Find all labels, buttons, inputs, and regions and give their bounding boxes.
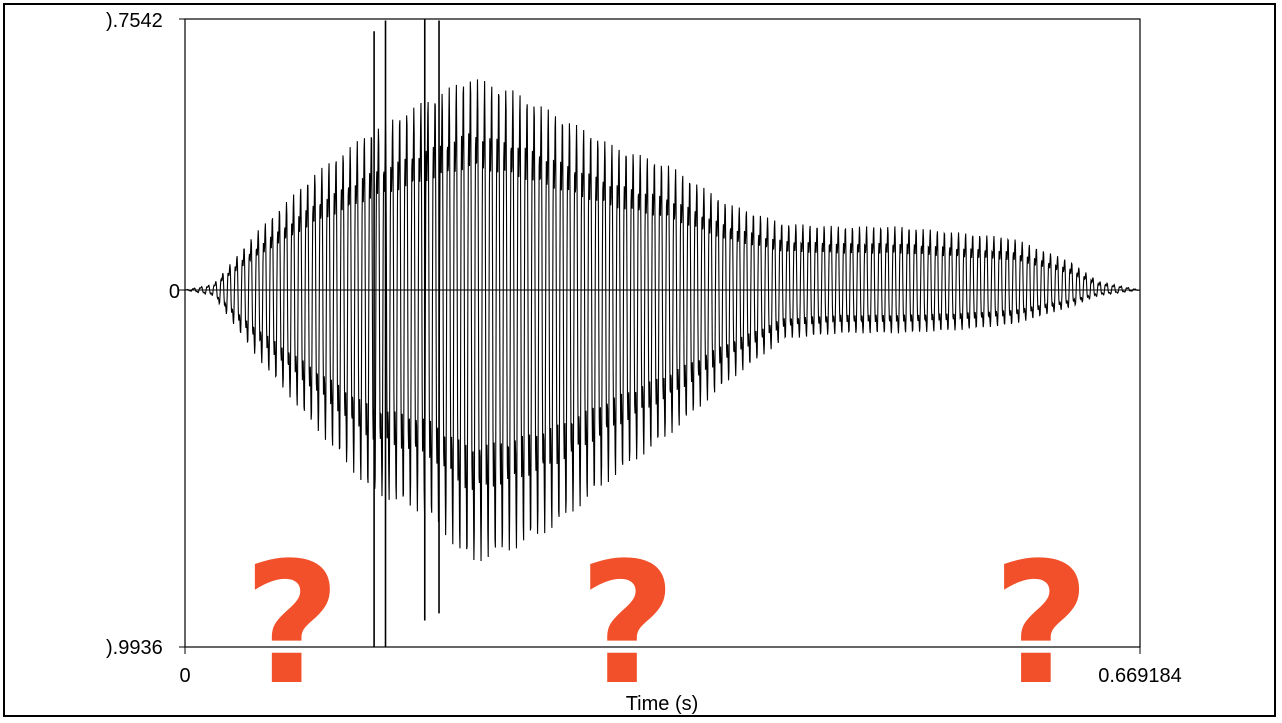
question-mark-1: ? <box>243 526 340 722</box>
y-tick-label-min: ).9936 <box>106 637 163 659</box>
y-tick-label-max: ).7542 <box>106 10 163 32</box>
x-axis-label: Time (s) <box>626 693 699 715</box>
x-tick-label-start: 0 <box>179 665 190 687</box>
annotation-layer: ??? <box>243 526 1090 722</box>
plot-border <box>184 18 1141 648</box>
y-tick-label-zero: 0 <box>169 281 180 303</box>
question-mark-2: ? <box>579 526 676 722</box>
picture-frame <box>3 3 1276 717</box>
plot-area <box>184 19 1141 647</box>
question-mark-3: ? <box>993 526 1090 722</box>
x-tick-label-end: 0.669184 <box>1098 665 1181 687</box>
left-margin-mask <box>5 5 110 715</box>
waveform-trace <box>184 79 1141 562</box>
